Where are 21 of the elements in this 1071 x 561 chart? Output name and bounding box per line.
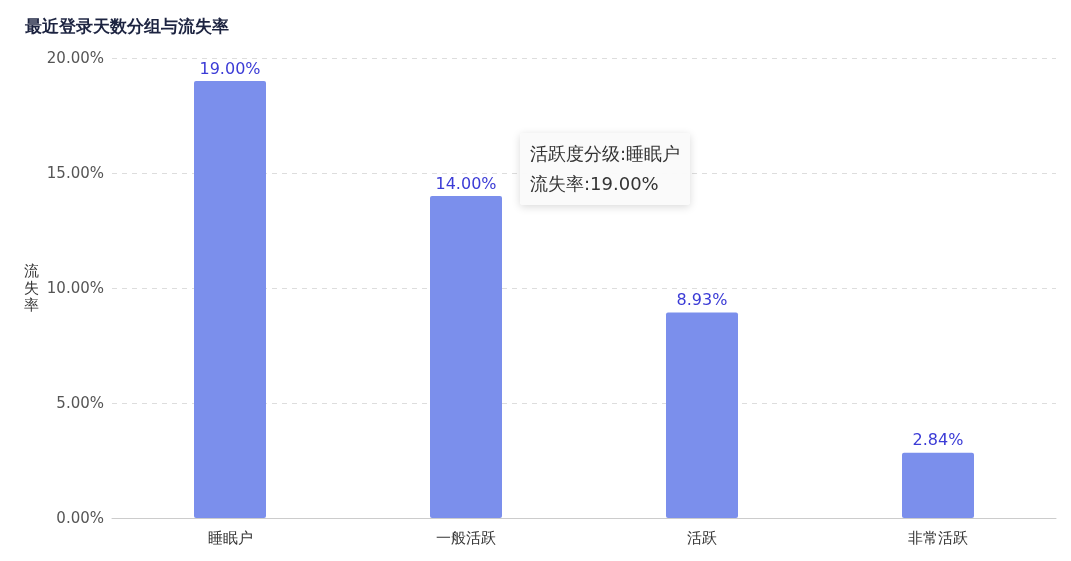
x-tick-label: 一般活跃 — [436, 528, 496, 547]
y-tick-label: 15.00% — [46, 164, 104, 182]
data-label: 8.93% — [676, 290, 728, 310]
y-tick-label: 5.00% — [56, 394, 104, 412]
x-tick-label: 睡眠户 — [207, 528, 253, 547]
y-tick-label: 10.00% — [46, 279, 104, 297]
annotation: 活跃度分级:睡眠户 — [530, 142, 681, 166]
y-tick-label: 0.00% — [56, 509, 104, 527]
chart-title: 最近登录天数分组与流失率 — [24, 15, 229, 36]
bar — [902, 452, 974, 518]
data-label: 14.00% — [435, 173, 497, 193]
bar — [430, 196, 502, 518]
x-tick-label: 活跃 — [687, 528, 717, 547]
y-tick-label: 20.00% — [46, 49, 104, 67]
x-tick-label: 非常活跃 — [908, 528, 968, 547]
bar — [666, 312, 738, 518]
y-axis-title: 流失率 — [24, 262, 39, 313]
data-label: 2.84% — [912, 430, 964, 450]
annotation: 流失率:19.00% — [530, 172, 660, 196]
bar — [194, 81, 266, 518]
data-label: 19.00% — [199, 58, 261, 78]
